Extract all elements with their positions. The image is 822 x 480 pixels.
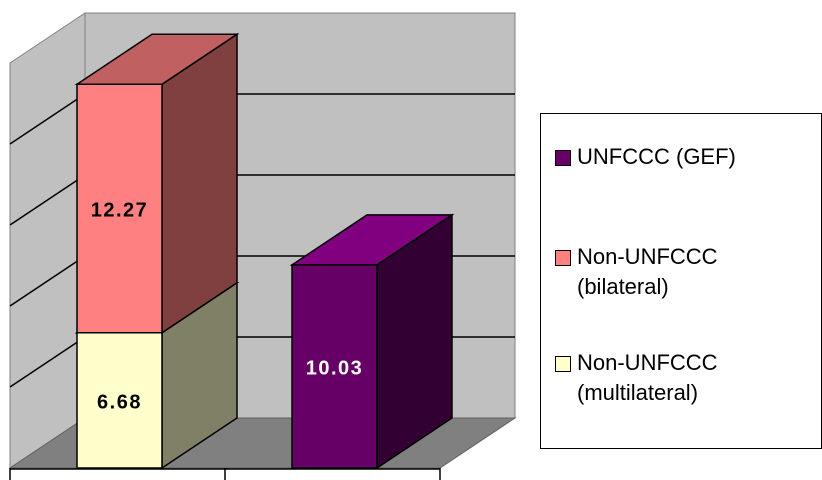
legend-label-non-unfccc-multilateral: Non-UNFCCC (multilateral) bbox=[577, 350, 718, 405]
bar-side bbox=[161, 32, 238, 335]
legend-label-unfccc-gef: UNFCCC (GEF) bbox=[577, 144, 736, 169]
legend-item-non-unfccc-bilateral: Non-UNFCCC (bilateral) bbox=[555, 242, 718, 302]
data-label: 12.27 bbox=[91, 199, 149, 221]
legend-swatch-non-unfccc-multilateral bbox=[555, 356, 571, 372]
legend-swatch-unfccc-gef bbox=[555, 150, 571, 166]
bar bbox=[76, 83, 163, 334]
legend-item-unfccc-gef: UNFCCC (GEF) bbox=[555, 142, 736, 172]
legend-swatch-non-unfccc-bilateral bbox=[555, 250, 571, 266]
legend-label-non-unfccc-bilateral: Non-UNFCCC (bilateral) bbox=[577, 244, 718, 299]
side-wall bbox=[9, 12, 86, 469]
data-label: 10.03 bbox=[306, 357, 364, 379]
bar bbox=[291, 264, 378, 469]
legend-item-non-unfccc-multilateral: Non-UNFCCC (multilateral) bbox=[555, 348, 718, 408]
data-label: 6.68 bbox=[97, 391, 142, 413]
legend: UNFCCC (GEF) Non-UNFCCC (bilateral) Non-… bbox=[540, 113, 822, 449]
